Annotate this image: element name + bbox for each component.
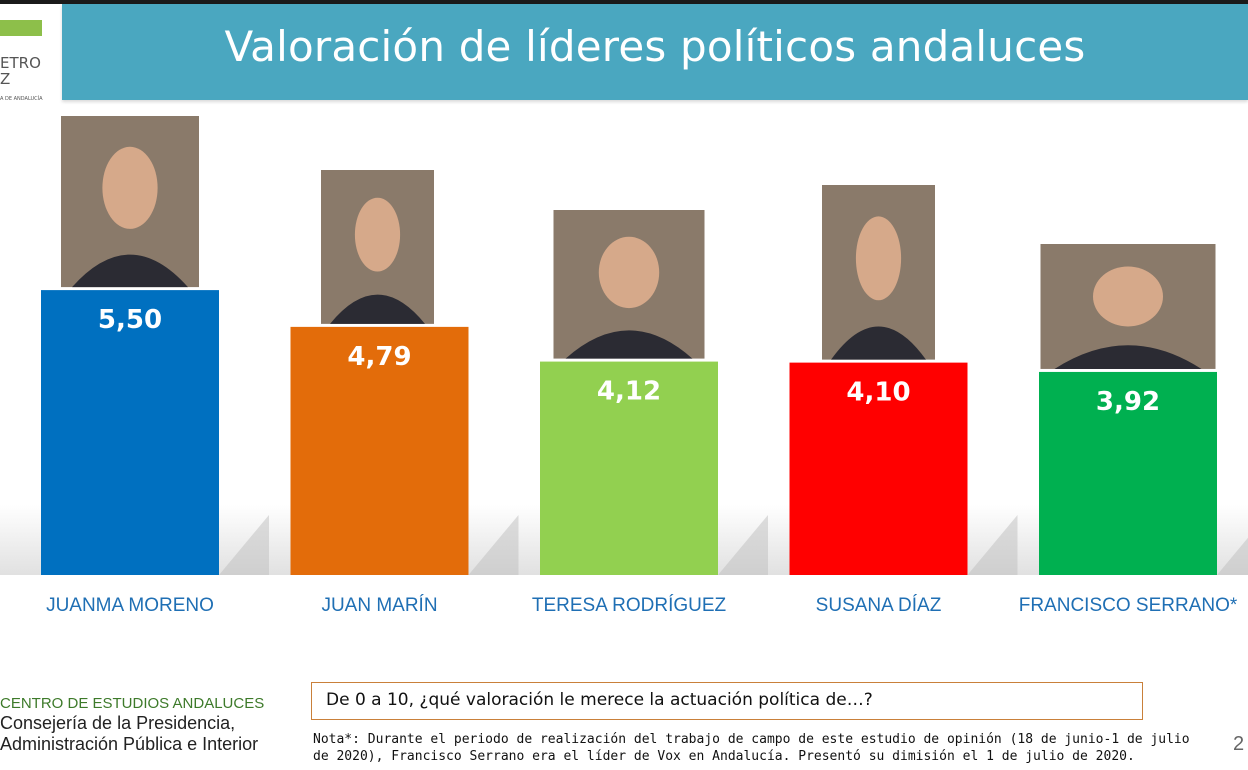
bar-shadow	[718, 515, 768, 575]
bar	[290, 326, 469, 575]
logo-green-bar	[0, 20, 42, 36]
portrait-francisco-serrano	[1040, 244, 1216, 369]
title-banner: Valoración de líderes políticos andaluce…	[62, 4, 1248, 100]
survey-question: De 0 a 10, ¿qué valoración le merece la …	[311, 682, 1143, 720]
bar	[789, 362, 968, 575]
org-name: CENTRO DE ESTUDIOS ANDALUCES	[0, 695, 265, 712]
bar-shadow	[967, 515, 1018, 575]
org-department-2: Administración Pública e Interior	[0, 734, 259, 754]
page-title: Valoración de líderes políticos andaluce…	[224, 22, 1086, 71]
logo: ETRO Z A DE ANDALUCÍA	[0, 10, 60, 102]
portrait-juan-marin	[321, 170, 434, 324]
portrait-teresa-rodriguez	[553, 210, 705, 359]
category-label: JUAN MARÍN	[321, 595, 437, 616]
bar-shadow	[468, 515, 519, 575]
logo-text-3: A DE ANDALUCÍA	[0, 96, 43, 102]
portrait-susana-diaz	[822, 185, 935, 360]
top-border	[0, 0, 1248, 4]
logo-text-1: ETRO	[0, 54, 41, 72]
footnote-line-2: de 2020), Francisco Serrano era el líder…	[313, 749, 1135, 764]
data-label: 3,92	[1096, 387, 1160, 417]
data-label: 4,12	[597, 377, 661, 407]
category-label: FRANCISCO SERRANO*	[1019, 595, 1238, 616]
portrait-juanma-moreno	[61, 116, 199, 288]
data-label: 4,10	[846, 378, 910, 408]
bar	[41, 290, 219, 575]
bar-shadow	[219, 515, 269, 575]
data-label: 4,79	[347, 342, 411, 372]
data-label: 5,50	[98, 305, 162, 335]
organization-block: CENTRO DE ESTUDIOS ANDALUCES Consejería …	[0, 695, 264, 755]
logo-text-2: Z	[0, 70, 11, 88]
bar-chart: 5,50 JUANMA MORENO 4,79 JUAN MARÍN 4,12 TERES…	[0, 116, 1248, 616]
footnote-line-1: Nota*: Durante el periodo de realización…	[313, 732, 1190, 747]
category-label: SUSANA DÍAZ	[816, 595, 942, 616]
page-number: 2	[1233, 733, 1245, 755]
bar	[1039, 371, 1217, 575]
category-label: TERESA RODRÍGUEZ	[532, 595, 727, 616]
category-label: JUANMA MORENO	[46, 595, 214, 616]
org-department-1: Consejería de la Presidencia,	[0, 713, 236, 733]
bar	[540, 361, 718, 575]
footnote: Nota*: Durante el periodo de realización…	[313, 731, 1193, 765]
